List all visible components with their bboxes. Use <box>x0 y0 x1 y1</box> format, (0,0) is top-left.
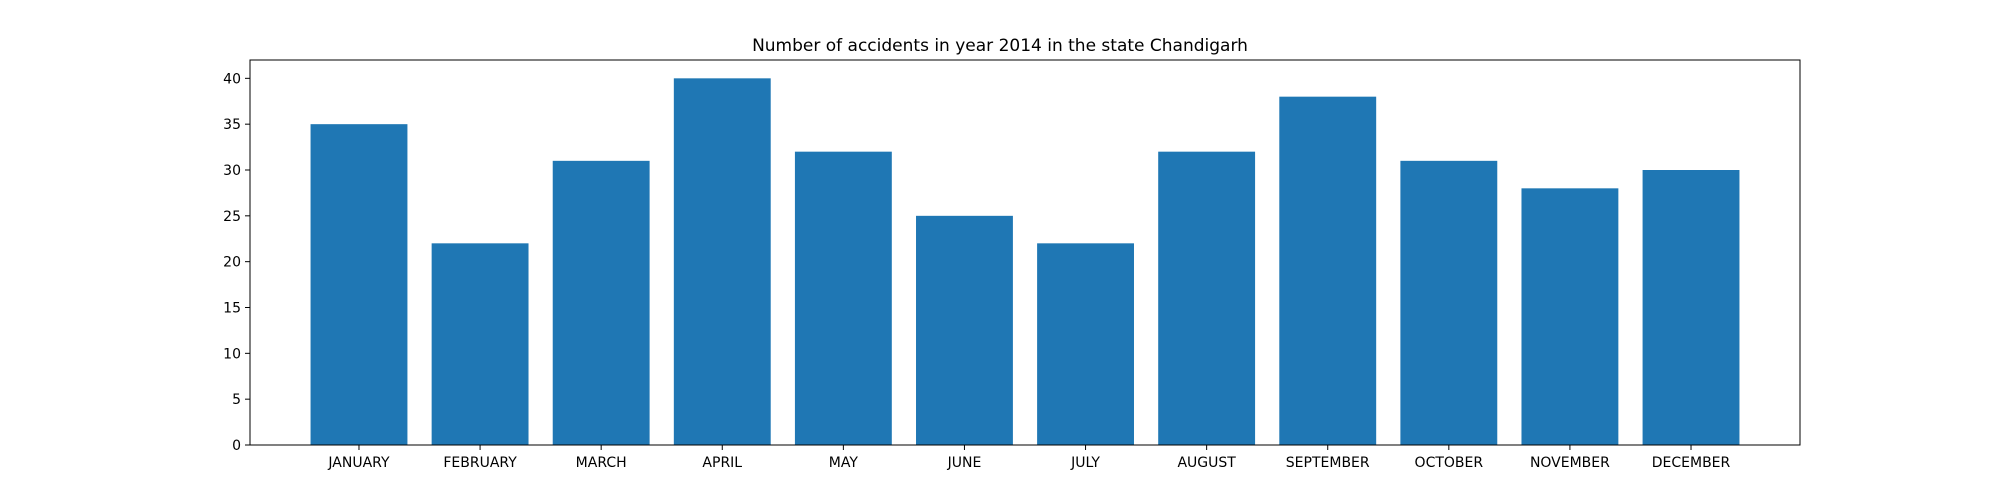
bar-may <box>794 151 892 446</box>
x-tick-label: MARCH <box>576 455 627 471</box>
x-tick-label: NOVEMBER <box>1530 455 1610 471</box>
x-tick-label: JANUARY <box>327 455 390 471</box>
chart-title: Number of accidents in year 2014 in the … <box>752 36 1248 56</box>
x-tick-label: MAY <box>829 455 859 471</box>
x-tick-label: FEBRUARY <box>443 455 517 471</box>
y-tick-label: 35 <box>223 117 241 133</box>
bar-february <box>431 243 529 445</box>
x-tick-label: DECEMBER <box>1652 455 1731 471</box>
bar-september <box>1279 96 1377 446</box>
y-tick-label: 20 <box>223 255 241 271</box>
x-tick-label: OCTOBER <box>1415 455 1484 471</box>
y-tick-label: 10 <box>223 346 241 362</box>
bar-december <box>1642 170 1740 445</box>
x-tick-label: JUNE <box>947 455 982 471</box>
x-tick-label: SEPTEMBER <box>1286 455 1370 471</box>
x-tick-label: APRIL <box>702 455 742 471</box>
x-axis: JANUARY FEBRUARY MARCH APRIL MAY JUNE JULY AUGU… <box>327 445 1731 471</box>
bar-october <box>1400 160 1498 445</box>
x-tick-label: AUGUST <box>1177 455 1236 471</box>
bar-june <box>916 215 1013 445</box>
bar-august <box>1158 151 1256 446</box>
y-tick-label: 15 <box>223 301 241 317</box>
bar-november <box>1521 188 1619 445</box>
x-tick-label: JULY <box>1070 455 1100 471</box>
bar-march <box>552 160 650 445</box>
y-tick-label: 40 <box>223 71 241 87</box>
y-tick-label: 0 <box>232 438 241 454</box>
plot-frame <box>249 59 1801 446</box>
y-axis: 0 5 10 15 20 25 30 35 40 <box>223 71 250 454</box>
bar-january <box>310 124 408 446</box>
bar-july <box>1037 243 1134 445</box>
bar-april <box>673 78 771 445</box>
y-tick-label: 30 <box>223 163 241 179</box>
y-tick-label: 25 <box>223 209 241 225</box>
y-tick-label: 5 <box>232 392 241 408</box>
bars-group <box>310 78 1740 446</box>
